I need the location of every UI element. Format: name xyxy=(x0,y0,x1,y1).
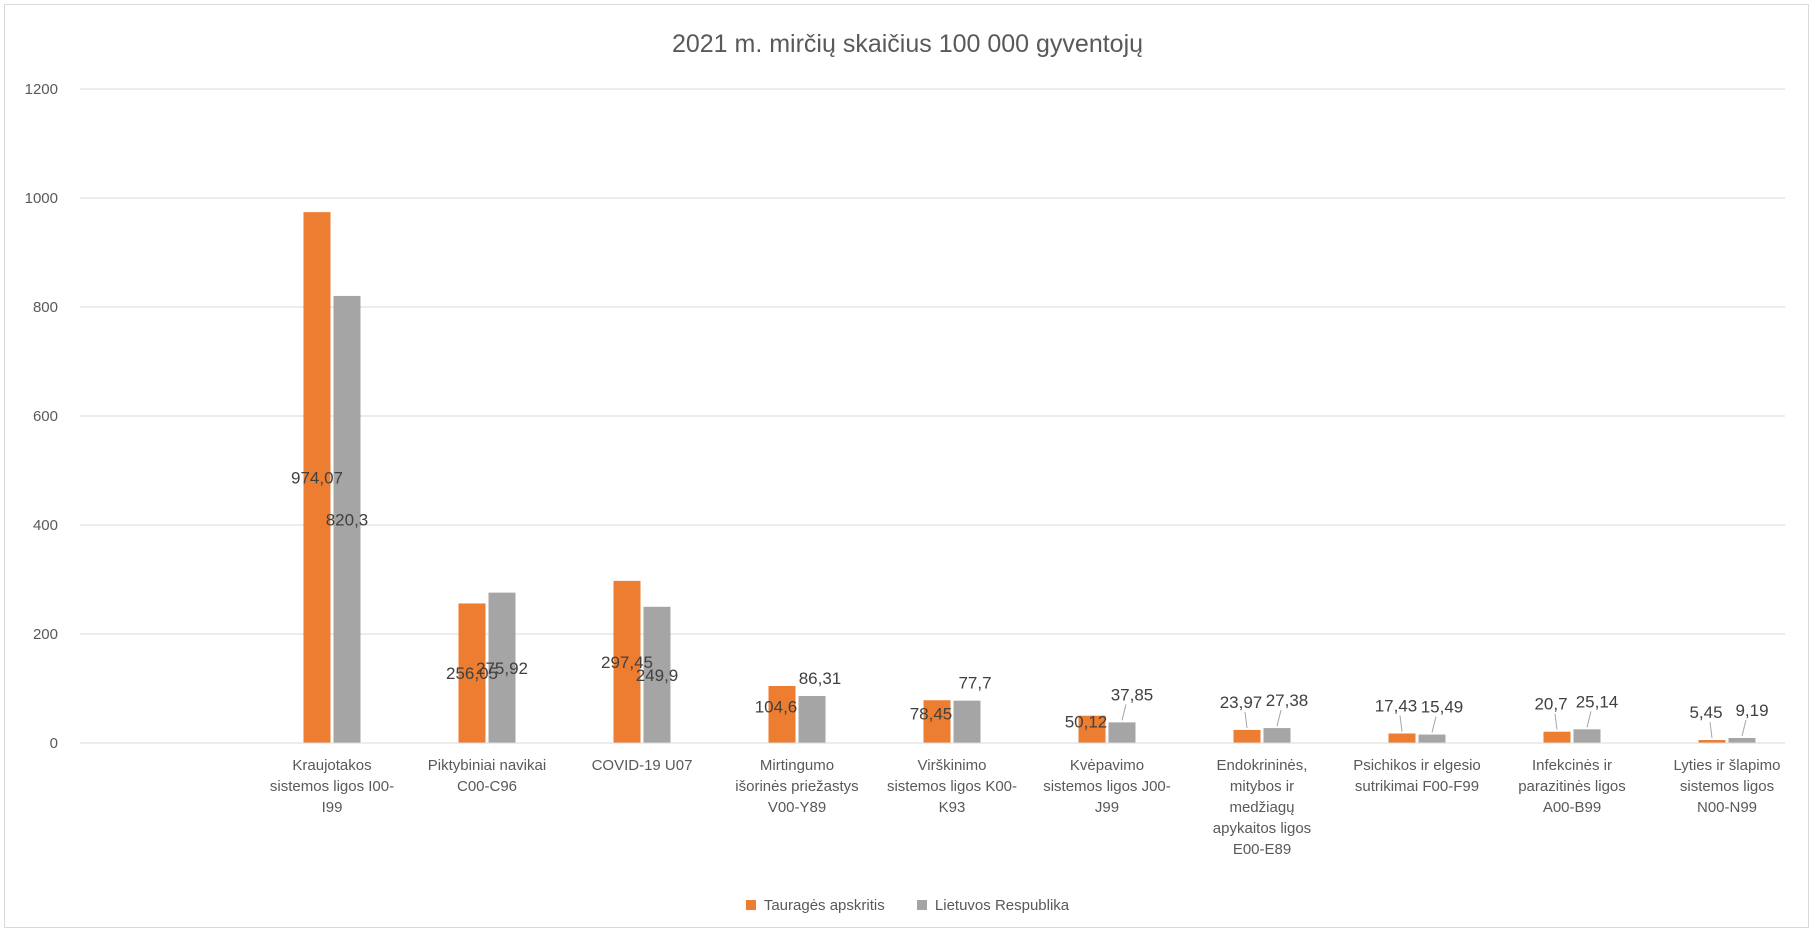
bar-lietuvos xyxy=(488,592,516,743)
data-label: 78,45 xyxy=(910,705,953,724)
category-label: mitybos ir xyxy=(1230,778,1294,795)
bar-taurages xyxy=(1543,731,1571,743)
bar-taurages xyxy=(1233,729,1261,743)
category-label: sistemos ligos J00- xyxy=(1043,778,1171,795)
bar-taurages xyxy=(303,212,331,744)
legend-item-lietuvos: Lietuvos Respublika xyxy=(916,896,1070,914)
data-label: 275,92 xyxy=(476,659,528,678)
category-label: sistemos ligos K00- xyxy=(887,778,1017,795)
category-label: apykaitos ligos xyxy=(1213,820,1311,837)
y-tick-label: 1200 xyxy=(25,81,58,98)
bar-taurages xyxy=(458,603,486,743)
bar-taurages xyxy=(1078,715,1106,743)
category-label: COVID-19 U07 xyxy=(592,757,693,774)
category-label: Lyties ir šlapimo xyxy=(1674,757,1781,774)
data-label: 15,49 xyxy=(1421,698,1464,717)
bar-lietuvos xyxy=(1263,728,1291,743)
data-label: 37,85 xyxy=(1111,685,1154,704)
gridlines xyxy=(80,88,1785,744)
bar-lietuvos xyxy=(1418,734,1446,743)
label-leader-line xyxy=(1554,713,1558,730)
category-label: A00-B99 xyxy=(1543,799,1601,816)
label-leader-line xyxy=(1399,715,1403,732)
data-label: 820,3 xyxy=(326,510,369,529)
label-leader-line xyxy=(1121,704,1127,721)
data-label: 104,6 xyxy=(755,697,798,716)
bar-taurages xyxy=(1388,733,1416,743)
data-label: 297,45 xyxy=(601,653,653,672)
data-label: 17,43 xyxy=(1375,697,1418,716)
label-leader-line xyxy=(1431,716,1437,733)
data-label: 77,7 xyxy=(958,674,991,693)
data-label: 249,9 xyxy=(636,666,679,685)
category-label: J99 xyxy=(1095,799,1119,816)
category-label: Mirtingumo xyxy=(760,757,834,774)
data-label: 9,19 xyxy=(1735,701,1768,720)
data-label: 20,7 xyxy=(1534,695,1567,714)
data-label: 50,12 xyxy=(1065,712,1108,731)
category-label: V00-Y89 xyxy=(768,799,826,816)
category-label: Psichikos ir elgesio xyxy=(1353,757,1481,774)
legend-swatch xyxy=(745,900,756,911)
bar-lietuvos xyxy=(798,695,826,743)
bar-lietuvos xyxy=(1108,722,1136,743)
bar-lietuvos xyxy=(1728,737,1756,743)
label-leader-line xyxy=(1709,721,1713,739)
bars xyxy=(303,212,1756,744)
bar-taurages xyxy=(768,685,796,743)
bar-lietuvos xyxy=(953,700,981,743)
legend-label: Lietuvos Respublika xyxy=(934,896,1070,914)
category-label: C00-C96 xyxy=(457,778,517,795)
category-label: I99 xyxy=(322,799,343,816)
y-axis: 0 200 400 600 800 1000 1200 xyxy=(25,81,58,752)
x-axis: Kraujotakos sistemos ligos I00- I99 Piktybi… xyxy=(80,742,1785,858)
label-leader-line xyxy=(1276,709,1282,727)
legend: Tauragės apskritis Lietuvos Respublika xyxy=(0,896,1815,914)
y-tick-label: 800 xyxy=(33,299,58,316)
category-label: E00-E89 xyxy=(1233,841,1291,858)
data-label: 86,31 xyxy=(799,669,842,688)
y-tick-label: 1000 xyxy=(25,190,58,207)
data-label: 23,97 xyxy=(1220,693,1263,712)
data-label: 25,14 xyxy=(1576,692,1619,711)
bar-lietuvos xyxy=(333,295,361,743)
category-label: Infekcinės ir xyxy=(1532,757,1612,774)
data-label: 256,05 xyxy=(446,664,498,683)
y-tick-label: 200 xyxy=(33,626,58,643)
data-label: 5,45 xyxy=(1689,703,1722,722)
label-leader-line xyxy=(1244,711,1248,728)
label-leader-line xyxy=(1586,711,1592,728)
category-label: N00-N99 xyxy=(1697,799,1757,816)
category-label: medžiagų xyxy=(1229,799,1294,816)
y-tick-label: 400 xyxy=(33,517,58,534)
category-label: išorinės priežastys xyxy=(735,778,858,795)
category-label: Virškinimo xyxy=(918,757,987,774)
y-tick-label: 600 xyxy=(33,408,58,425)
legend-swatch xyxy=(916,900,927,911)
label-leader-line xyxy=(1741,719,1747,737)
legend-item-tauragės: Tauragės apskritis xyxy=(745,896,885,914)
category-label: Piktybiniai navikai xyxy=(428,757,546,774)
y-tick-label: 0 xyxy=(50,735,58,752)
bar-lietuvos xyxy=(643,606,671,743)
category-label: parazitinės ligos xyxy=(1518,778,1626,795)
bar-taurages xyxy=(1698,740,1726,743)
category-label: Kvėpavimo xyxy=(1070,757,1144,774)
bar-lietuvos xyxy=(1573,729,1601,743)
data-label: 27,38 xyxy=(1266,691,1309,710)
legend-label: Tauragės apskritis xyxy=(763,896,885,914)
category-label: sutrikimai F00-F99 xyxy=(1355,778,1479,795)
bar-taurages xyxy=(613,580,641,743)
category-label: sistemos ligos xyxy=(1680,778,1774,795)
category-label: Kraujotakos xyxy=(292,757,371,774)
category-label: K93 xyxy=(939,799,966,816)
category-label: Endokrininės, xyxy=(1217,757,1308,774)
category-label: sistemos ligos I00- xyxy=(270,778,394,795)
chart-title: 2021 m. mirčių skaičius 100 000 gyventoj… xyxy=(671,30,1144,58)
data-label: 974,07 xyxy=(291,469,343,488)
bar-taurages xyxy=(923,700,951,743)
